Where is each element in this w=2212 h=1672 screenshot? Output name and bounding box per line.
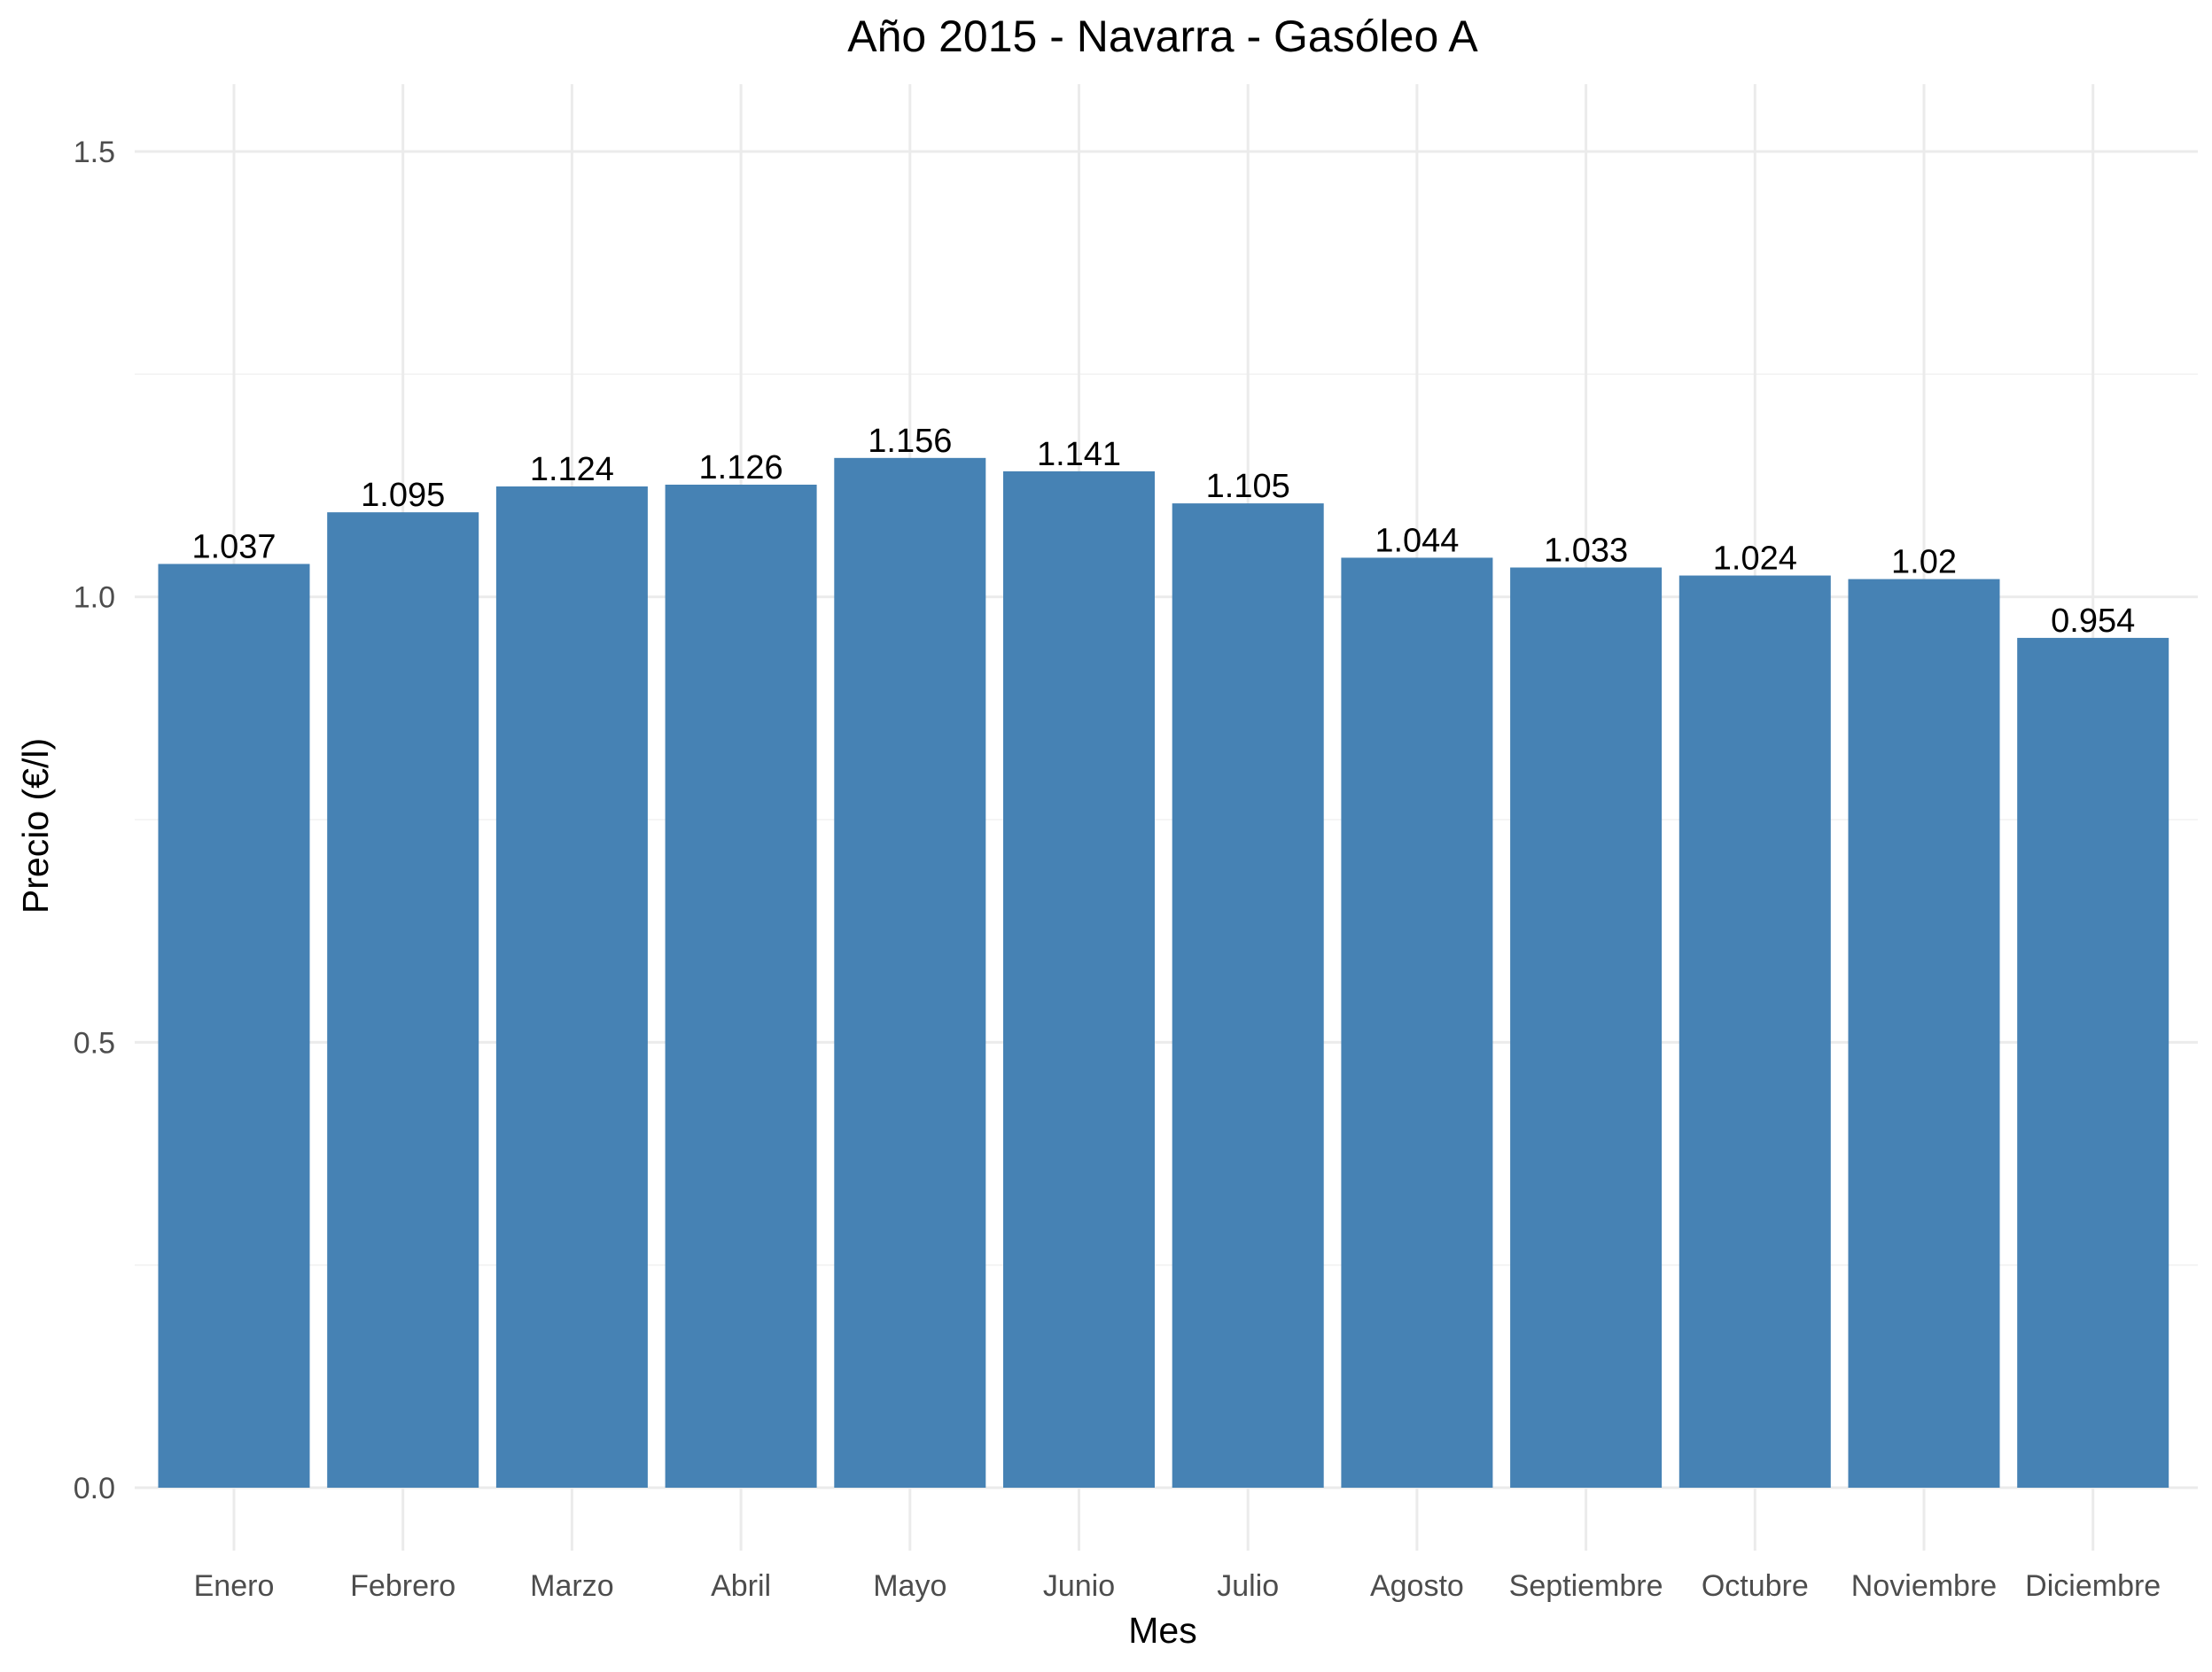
y-axis-title: Precio (€/l) (15, 738, 56, 914)
x-tick-label: Marzo (530, 1569, 613, 1603)
x-tick-label: Junio (1043, 1569, 1115, 1603)
bar-value-label: 1.095 (361, 477, 445, 514)
bar (2017, 637, 2169, 1488)
x-tick-label: Diciembre (2025, 1569, 2161, 1603)
bar (1510, 567, 1663, 1488)
x-tick-label: Agosto (1370, 1569, 1464, 1603)
x-tick-label: Abril (711, 1569, 771, 1603)
y-tick-label: 0.0 (74, 1472, 115, 1505)
bar (495, 486, 648, 1488)
bar-value-label: 1.033 (1544, 532, 1628, 569)
chart-title: Año 2015 - Navarra - Gasóleo A (847, 12, 1478, 61)
bar-value-label: 1.037 (191, 528, 276, 565)
y-axis-tick-labels: 0.0 0.5 1.0 1.5 (74, 136, 115, 1505)
bar-value-label: 0.954 (2051, 603, 2135, 640)
x-axis-title: Mes (1128, 1610, 1196, 1651)
x-tick-label: Julio (1217, 1569, 1279, 1603)
x-tick-label: Enero (194, 1569, 275, 1603)
x-tick-label: Febrero (350, 1569, 456, 1603)
bar (1003, 470, 1155, 1488)
bar-value-label: 1.126 (699, 449, 783, 486)
y-tick-label: 1.0 (74, 581, 115, 615)
x-tick-label: Octubre (1702, 1569, 1809, 1603)
y-tick-label: 1.5 (74, 136, 115, 169)
bar-value-label: 1.156 (868, 423, 952, 460)
x-axis-tick-labels: Enero Febrero Marzo Abril Mayo Junio Julio Agos… (194, 1569, 2161, 1603)
bar (665, 484, 817, 1489)
bar-value-label: 1.024 (1713, 540, 1797, 578)
x-tick-label: Mayo (873, 1569, 946, 1603)
bar (1341, 557, 1493, 1488)
bar (1848, 579, 2000, 1488)
bar-value-label: 1.141 (1037, 436, 1121, 473)
bar (1678, 575, 1831, 1488)
y-tick-label: 0.5 (74, 1026, 115, 1060)
bar (158, 564, 310, 1488)
bars (158, 457, 2169, 1489)
bar-value-labels: 1.037 1.095 1.124 1.126 1.156 1.141 1.105 1.044… (191, 423, 2135, 640)
bar (1172, 503, 1324, 1488)
bar (327, 512, 479, 1489)
bar-value-label: 1.105 (1206, 468, 1290, 505)
x-tick-label: Noviembre (1851, 1569, 1997, 1603)
bar-value-label: 1.124 (530, 451, 614, 488)
bar-value-label: 1.044 (1375, 522, 1459, 559)
x-tick-label: Septiembre (1509, 1569, 1663, 1603)
bar (834, 457, 986, 1488)
bar-value-label: 1.02 (1891, 544, 1957, 581)
